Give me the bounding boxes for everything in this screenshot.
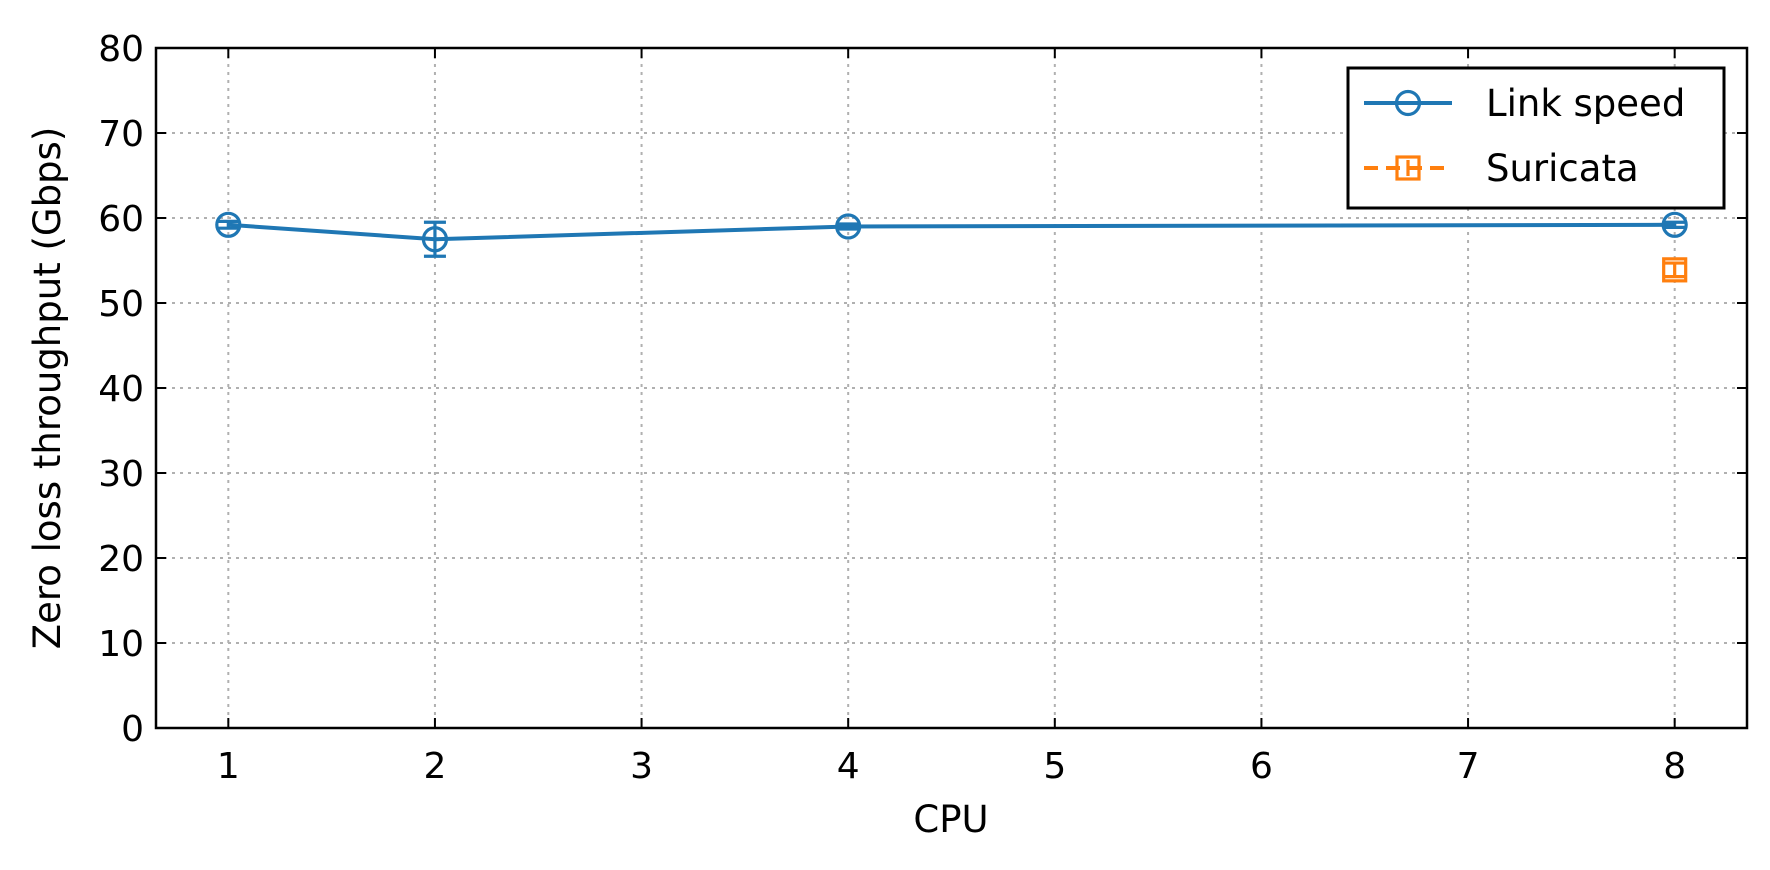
plot-frame bbox=[154, 46, 1749, 730]
data-point bbox=[215, 211, 242, 238]
legend-swatch-marker bbox=[1395, 155, 1421, 181]
data-point bbox=[1662, 257, 1688, 283]
data-point bbox=[835, 213, 862, 240]
x-tick-label: 1 bbox=[217, 746, 240, 787]
series-layer bbox=[215, 211, 1688, 283]
data-point bbox=[1661, 211, 1688, 238]
y-tick-label: 80 bbox=[98, 29, 144, 70]
y-axis-label: Zero loss throughput (Gbps) bbox=[26, 127, 69, 650]
x-tick-label: 3 bbox=[630, 746, 653, 787]
x-tick-label: 8 bbox=[1663, 746, 1686, 787]
legend-swatch-marker bbox=[1394, 89, 1422, 117]
data-point bbox=[421, 226, 449, 253]
y-tick-label: 0 bbox=[121, 709, 144, 750]
series-link-speed bbox=[215, 211, 1688, 258]
y-tick-label: 60 bbox=[98, 199, 144, 240]
x-tick-label: 5 bbox=[1043, 746, 1066, 787]
y-tick-label: 10 bbox=[98, 624, 144, 665]
x-tick-label: 2 bbox=[423, 746, 446, 787]
x-tick-label: 7 bbox=[1457, 746, 1480, 787]
y-tick-label: 70 bbox=[98, 114, 144, 155]
x-tick-label: 4 bbox=[837, 746, 860, 787]
y-tick-label: 40 bbox=[98, 369, 144, 410]
y-tick-label: 20 bbox=[98, 539, 144, 580]
series-suricata bbox=[1662, 257, 1688, 283]
x-tick-label: 6 bbox=[1250, 746, 1273, 787]
y-tick-label: 50 bbox=[98, 284, 144, 325]
legend-label: Link speed bbox=[1486, 82, 1685, 125]
x-axis-label: CPU bbox=[913, 798, 988, 841]
legend: Link speed Suricata bbox=[1346, 66, 1726, 210]
legend-label: Suricata bbox=[1486, 147, 1639, 190]
series-line bbox=[228, 222, 1675, 242]
y-tick-label: 30 bbox=[98, 454, 144, 495]
